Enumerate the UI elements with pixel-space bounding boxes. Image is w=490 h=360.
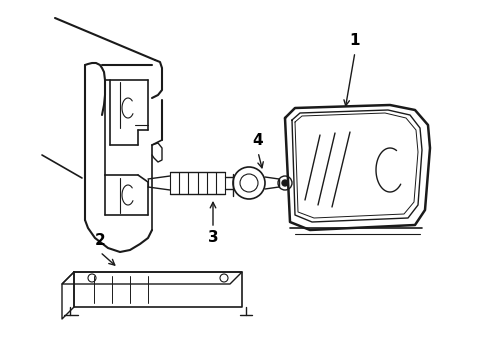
Text: 1: 1 [350, 33, 360, 48]
Text: 2: 2 [95, 233, 105, 248]
Text: 3: 3 [208, 230, 219, 245]
Text: 4: 4 [253, 133, 263, 148]
Circle shape [282, 180, 288, 186]
